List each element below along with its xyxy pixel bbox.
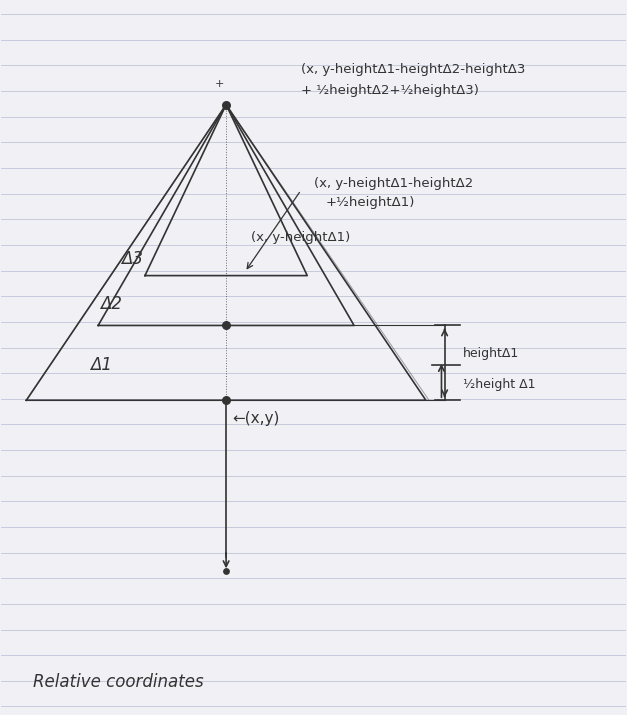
Point xyxy=(221,566,231,577)
Point xyxy=(221,395,231,406)
Text: +: + xyxy=(215,79,224,89)
Text: heightΔ1: heightΔ1 xyxy=(463,347,520,360)
Point xyxy=(221,99,231,110)
Point xyxy=(221,320,231,331)
Text: +½heightΔ1): +½heightΔ1) xyxy=(326,196,415,209)
Text: (x, y-heightΔ1-heightΔ2: (x, y-heightΔ1-heightΔ2 xyxy=(314,177,473,189)
Text: (x, y-heightΔ1): (x, y-heightΔ1) xyxy=(251,232,350,245)
Text: ½height Δ1: ½height Δ1 xyxy=(463,378,536,391)
Text: ←(x,y): ←(x,y) xyxy=(233,410,280,425)
Text: Δ2: Δ2 xyxy=(100,295,122,313)
Text: Δ1: Δ1 xyxy=(90,355,112,374)
Text: Relative coordinates: Relative coordinates xyxy=(33,673,203,691)
Text: Δ3: Δ3 xyxy=(122,250,144,268)
Text: + ½heightΔ2+½heightΔ3): + ½heightΔ2+½heightΔ3) xyxy=(301,84,479,97)
Text: (x, y-heightΔ1-heightΔ2-heightΔ3: (x, y-heightΔ1-heightΔ2-heightΔ3 xyxy=(301,62,525,76)
